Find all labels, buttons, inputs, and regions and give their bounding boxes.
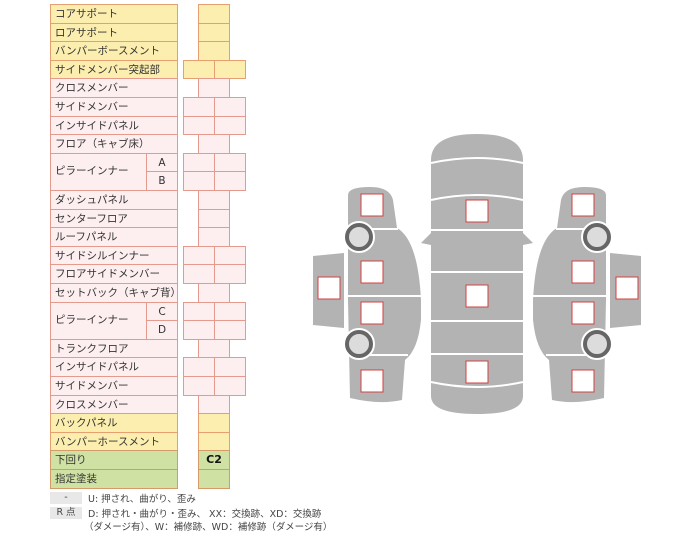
damage-marker-box[interactable] — [571, 193, 595, 217]
car-top-wedge-right — [523, 233, 533, 245]
car-top-view — [431, 134, 523, 414]
wheel-icon — [345, 330, 373, 358]
value-cell[interactable] — [214, 320, 246, 340]
row-label: クロスメンバー — [50, 78, 178, 98]
damage-marker-box[interactable] — [465, 360, 489, 384]
row-sublabel: C — [146, 301, 178, 322]
row-label: インサイドパネル — [50, 115, 178, 136]
legend-key-dash: - — [50, 492, 82, 504]
wheel-icon — [583, 223, 611, 251]
value-cell[interactable] — [214, 376, 246, 396]
car-top-wedge-left — [421, 233, 431, 245]
car-right-side — [533, 187, 606, 403]
damage-marker-box[interactable] — [360, 369, 384, 393]
damage-marker-box[interactable] — [465, 199, 489, 223]
row-label: バンパーホースメント — [50, 431, 178, 452]
row-label: ピラーインナー — [50, 301, 147, 340]
legend-text-u: U: 押され、曲がり、歪み — [88, 494, 196, 505]
legend-text-d: D: 押され・曲がり・歪み、 XX：交換跡、XD：交換跡 — [88, 509, 322, 520]
value-cell[interactable] — [214, 264, 246, 284]
value-cell[interactable] — [214, 59, 246, 80]
damage-marker-box[interactable] — [360, 301, 384, 325]
damage-marker-box[interactable] — [360, 260, 384, 284]
row-label: 指定塗装 — [50, 469, 178, 489]
damage-marker-box[interactable] — [465, 284, 489, 308]
row-label: サイドシルインナー — [50, 245, 178, 266]
row-label: サイドメンバー — [50, 97, 178, 117]
damage-marker-box[interactable] — [571, 369, 595, 393]
value-cell[interactable] — [198, 469, 230, 489]
damage-marker-box[interactable] — [360, 193, 384, 217]
row-label: ピラーインナー — [50, 152, 147, 191]
row-label: バンパーボースメント — [50, 41, 178, 61]
damage-marker-box[interactable] — [571, 260, 595, 284]
row-label: クロスメンバー — [50, 394, 178, 415]
row-sublabel: A — [146, 152, 178, 173]
wheel-icon — [345, 223, 373, 251]
car-left-side — [348, 187, 421, 403]
row-label: センターフロア — [50, 208, 178, 229]
row-label: サイドメンバー突起部 — [50, 59, 178, 80]
damage-marker-box[interactable] — [615, 276, 639, 300]
legend-key-r: R 点 — [50, 507, 82, 519]
row-label: フロアサイドメンバー — [50, 264, 178, 284]
value-cell[interactable]: C2 — [198, 450, 230, 470]
damage-marker-box[interactable] — [317, 276, 341, 300]
legend-text-w: （ダメージ有）、W：補修跡、WD：補修跡（ダメージ有） — [84, 522, 333, 533]
wheel-icon — [583, 330, 611, 358]
damage-marker-box[interactable] — [571, 301, 595, 325]
panel-lines — [344, 157, 610, 388]
value-cell[interactable] — [214, 171, 246, 191]
value-cell[interactable] — [214, 115, 246, 136]
row-label: フロア（キャブ床） — [50, 134, 178, 154]
row-label: バックパネル — [50, 413, 178, 433]
